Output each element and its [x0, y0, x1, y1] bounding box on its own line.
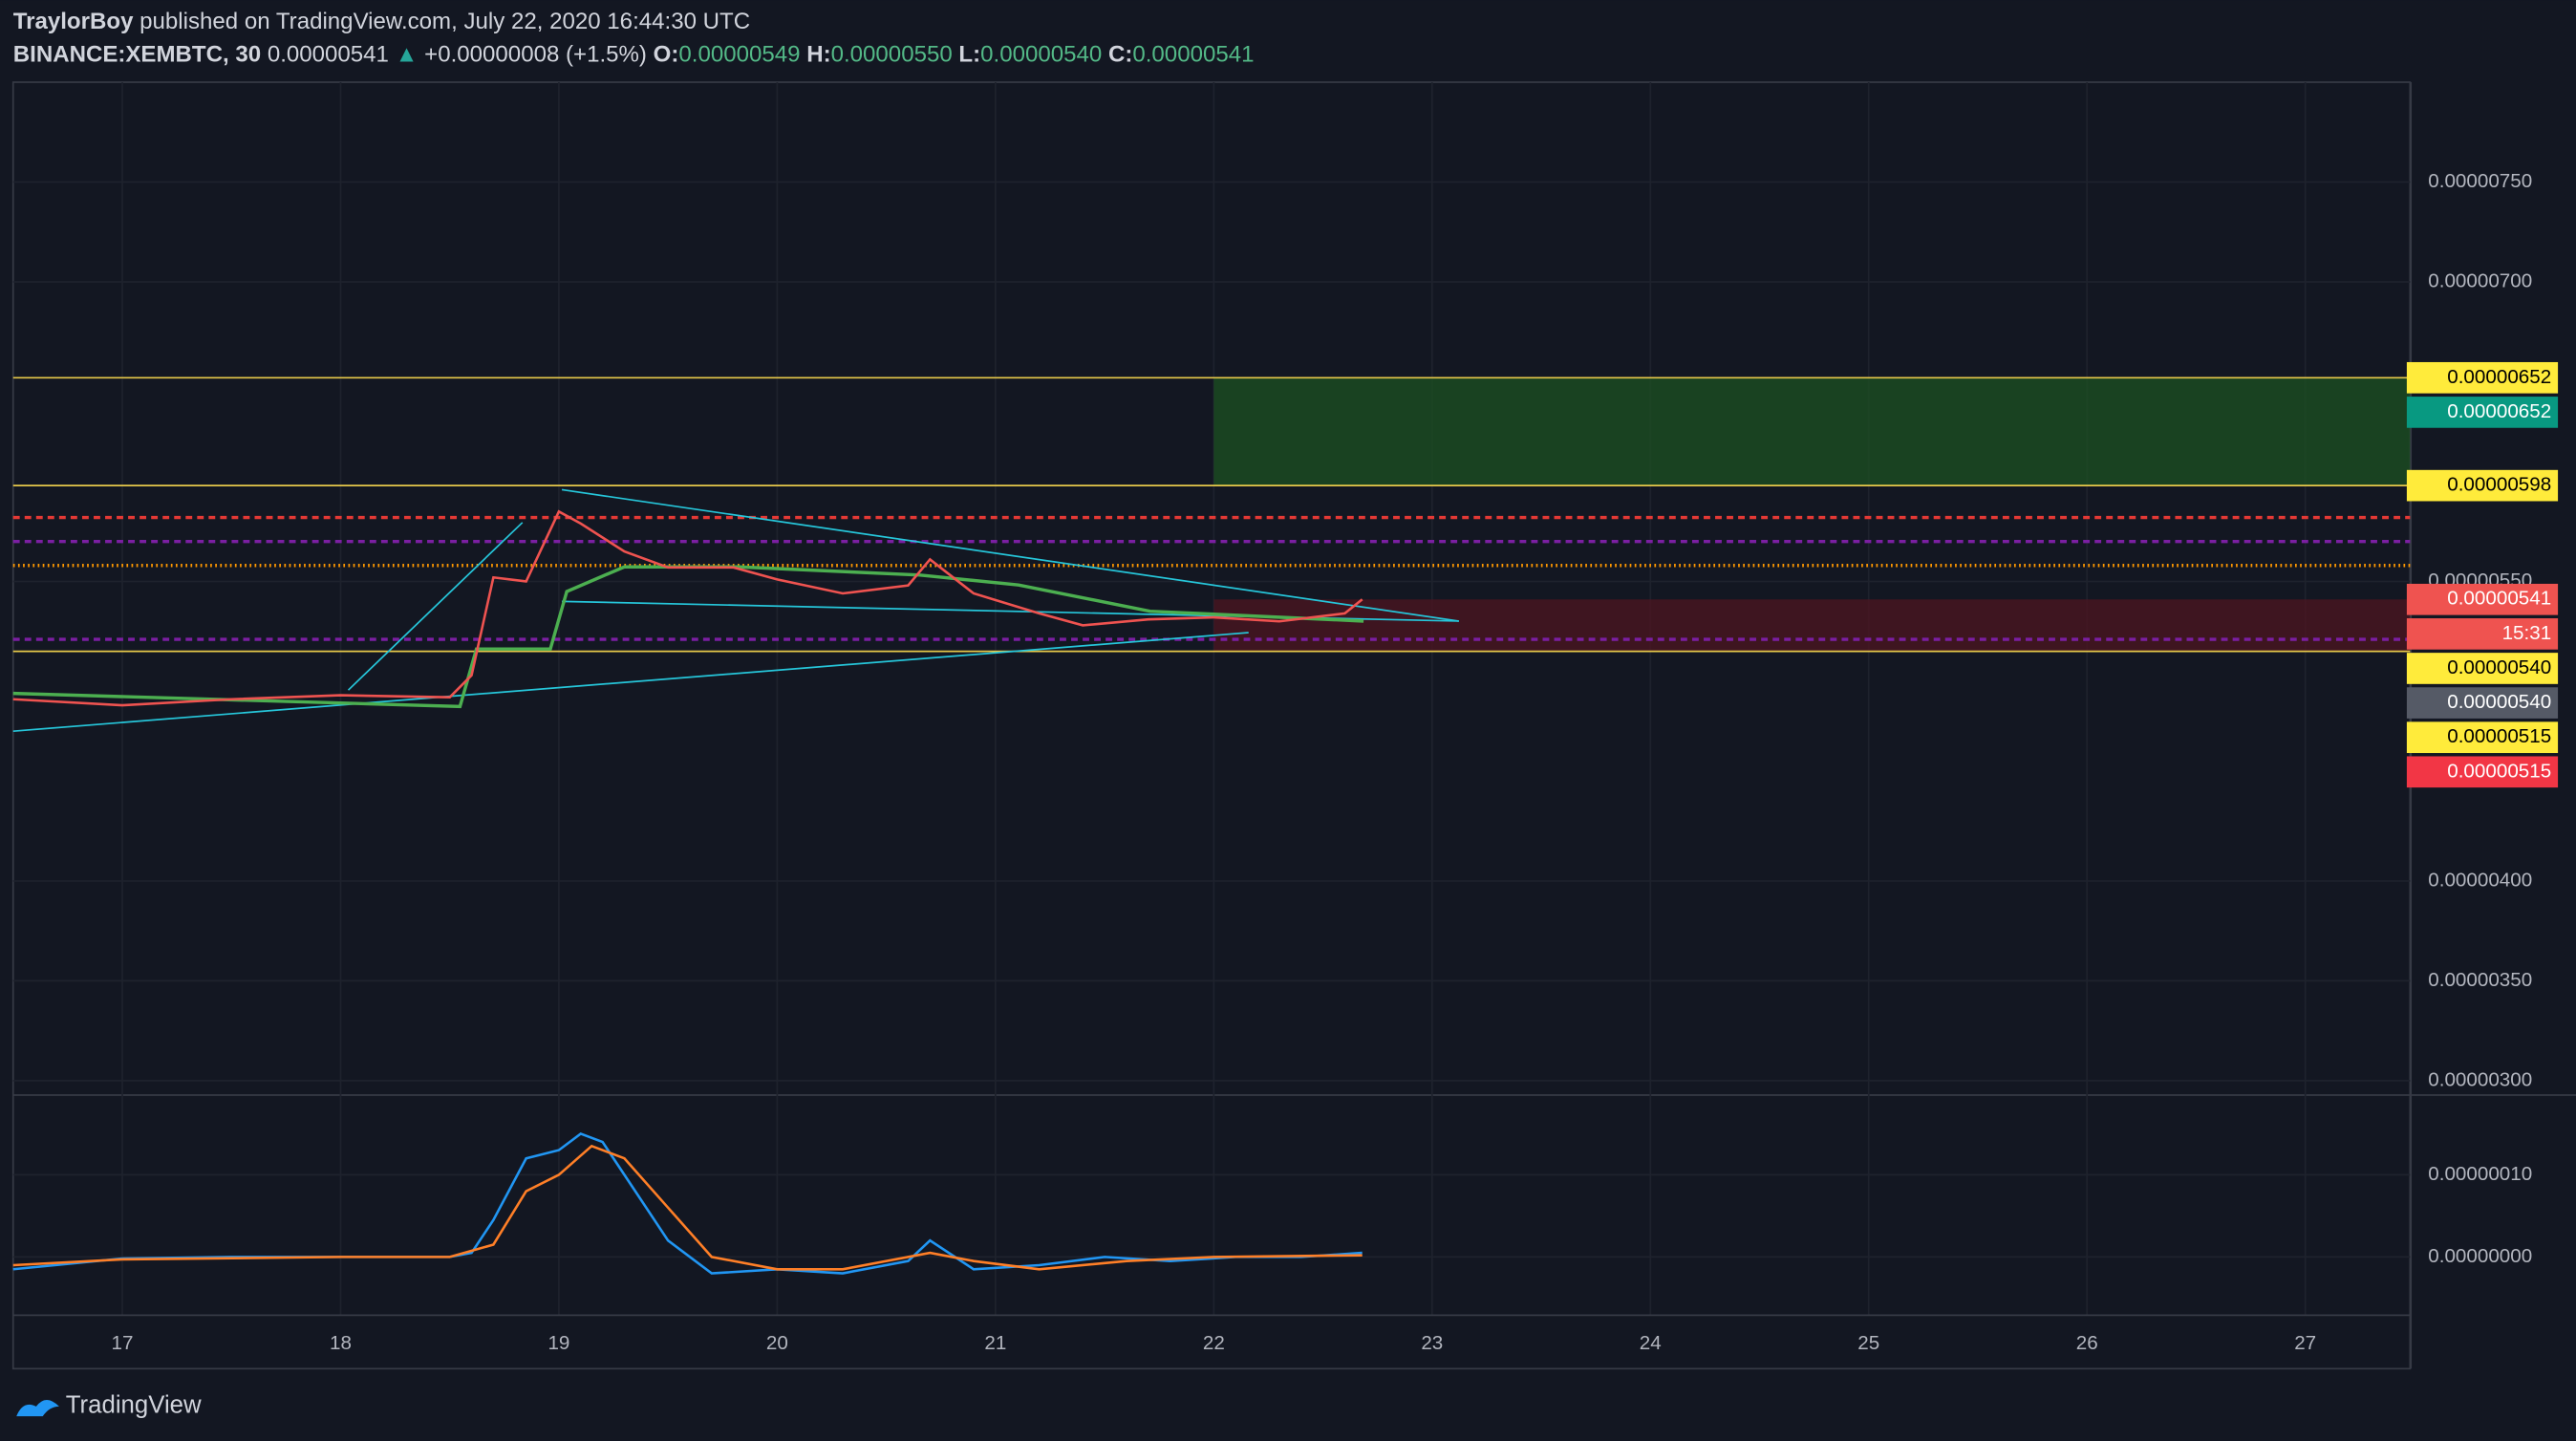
- zone: [1213, 599, 2411, 652]
- author: TraylorBoy: [13, 9, 134, 34]
- y-tick-label: 0.00000000: [2428, 1245, 2532, 1267]
- x-tick-label: 17: [112, 1332, 134, 1354]
- symbol: BINANCE:XEMBTC, 30: [13, 42, 261, 68]
- price-badge-label: 0.00000652: [2447, 400, 2551, 422]
- grid: [12, 82, 2411, 1315]
- zones: [1213, 377, 2411, 652]
- publish-line: TraylorBoy published on TradingView.com,…: [13, 9, 750, 34]
- price-badge: [2406, 721, 2559, 754]
- y-tick-label: 0.00000750: [2428, 170, 2532, 192]
- price-badge-label: 0.00000515: [2447, 725, 2551, 747]
- x-tick-label: 21: [984, 1332, 1006, 1354]
- x-tick-label: 25: [1857, 1332, 1879, 1354]
- trend-line: [561, 488, 1459, 622]
- logo: [16, 1399, 59, 1417]
- arrow: ▲: [396, 42, 419, 68]
- l: 0.00000540: [980, 42, 1102, 68]
- published: published on TradingView.com, July 22, 2…: [140, 9, 750, 34]
- price-badge-label: 0.00000540: [2447, 656, 2551, 678]
- change: +0.00000008 (+1.5%): [424, 42, 647, 68]
- series-line: [12, 1144, 1363, 1271]
- price-badge: [2406, 687, 2559, 719]
- x-tick-label: 23: [1421, 1332, 1443, 1354]
- y-tick-label: 0.00000350: [2428, 969, 2532, 991]
- symbol-line: BINANCE:XEMBTC, 30 0.00000541 ▲ +0.00000…: [13, 42, 1255, 68]
- x-tick-label: 20: [766, 1332, 788, 1354]
- series-line: [12, 509, 1363, 707]
- x-tick-label: 18: [330, 1332, 352, 1354]
- price-badge: [2406, 756, 2559, 788]
- x-tick-label: 19: [547, 1332, 569, 1354]
- drawings: [12, 488, 1459, 733]
- x-tick-label: 26: [2076, 1332, 2098, 1354]
- levels: [12, 376, 2411, 653]
- c-label: C:: [1108, 42, 1132, 68]
- o: 0.00000549: [678, 42, 800, 68]
- last: 0.00000541: [268, 42, 389, 68]
- y-tick-label: 0.00000400: [2428, 869, 2532, 891]
- x-tick-label: 27: [2294, 1332, 2316, 1354]
- zone: [1213, 377, 2411, 486]
- price-badge-label: 0.00000541: [2447, 588, 2551, 610]
- price-badge: [2406, 397, 2559, 428]
- h: 0.00000550: [831, 42, 953, 68]
- price-badge-label: 0.00000540: [2447, 691, 2551, 713]
- price-badge: [2406, 583, 2559, 615]
- y-tick-label: 0.00000300: [2428, 1068, 2532, 1090]
- x-tick-label: 24: [1640, 1332, 1662, 1354]
- price-badge: [2406, 653, 2559, 684]
- price-badge: [2406, 361, 2559, 394]
- series: [12, 509, 1363, 1275]
- trend-line: [12, 632, 1249, 733]
- trend-line: [347, 522, 524, 691]
- price-badge: [2406, 469, 2559, 502]
- axes: 0.000007500.000007000.000005500.00000400…: [112, 170, 2559, 1354]
- x-tick-label: 22: [1203, 1332, 1225, 1354]
- y-tick-label: 0.00000010: [2428, 1163, 2532, 1185]
- h-label: H:: [806, 42, 830, 68]
- supertrend: [12, 565, 1364, 709]
- price-badge-label: 15:31: [2502, 622, 2552, 644]
- price-badge: [2406, 618, 2559, 650]
- price-badge-label: 0.00000652: [2447, 366, 2551, 388]
- price-badge-label: 0.00000515: [2447, 760, 2551, 782]
- brand: TradingView: [66, 1392, 202, 1419]
- y-tick-label: 0.00000700: [2428, 269, 2532, 291]
- o-label: O:: [654, 42, 679, 68]
- l-label: L:: [958, 42, 980, 68]
- c: 0.00000541: [1132, 42, 1254, 68]
- price-badge-label: 0.00000598: [2447, 474, 2551, 496]
